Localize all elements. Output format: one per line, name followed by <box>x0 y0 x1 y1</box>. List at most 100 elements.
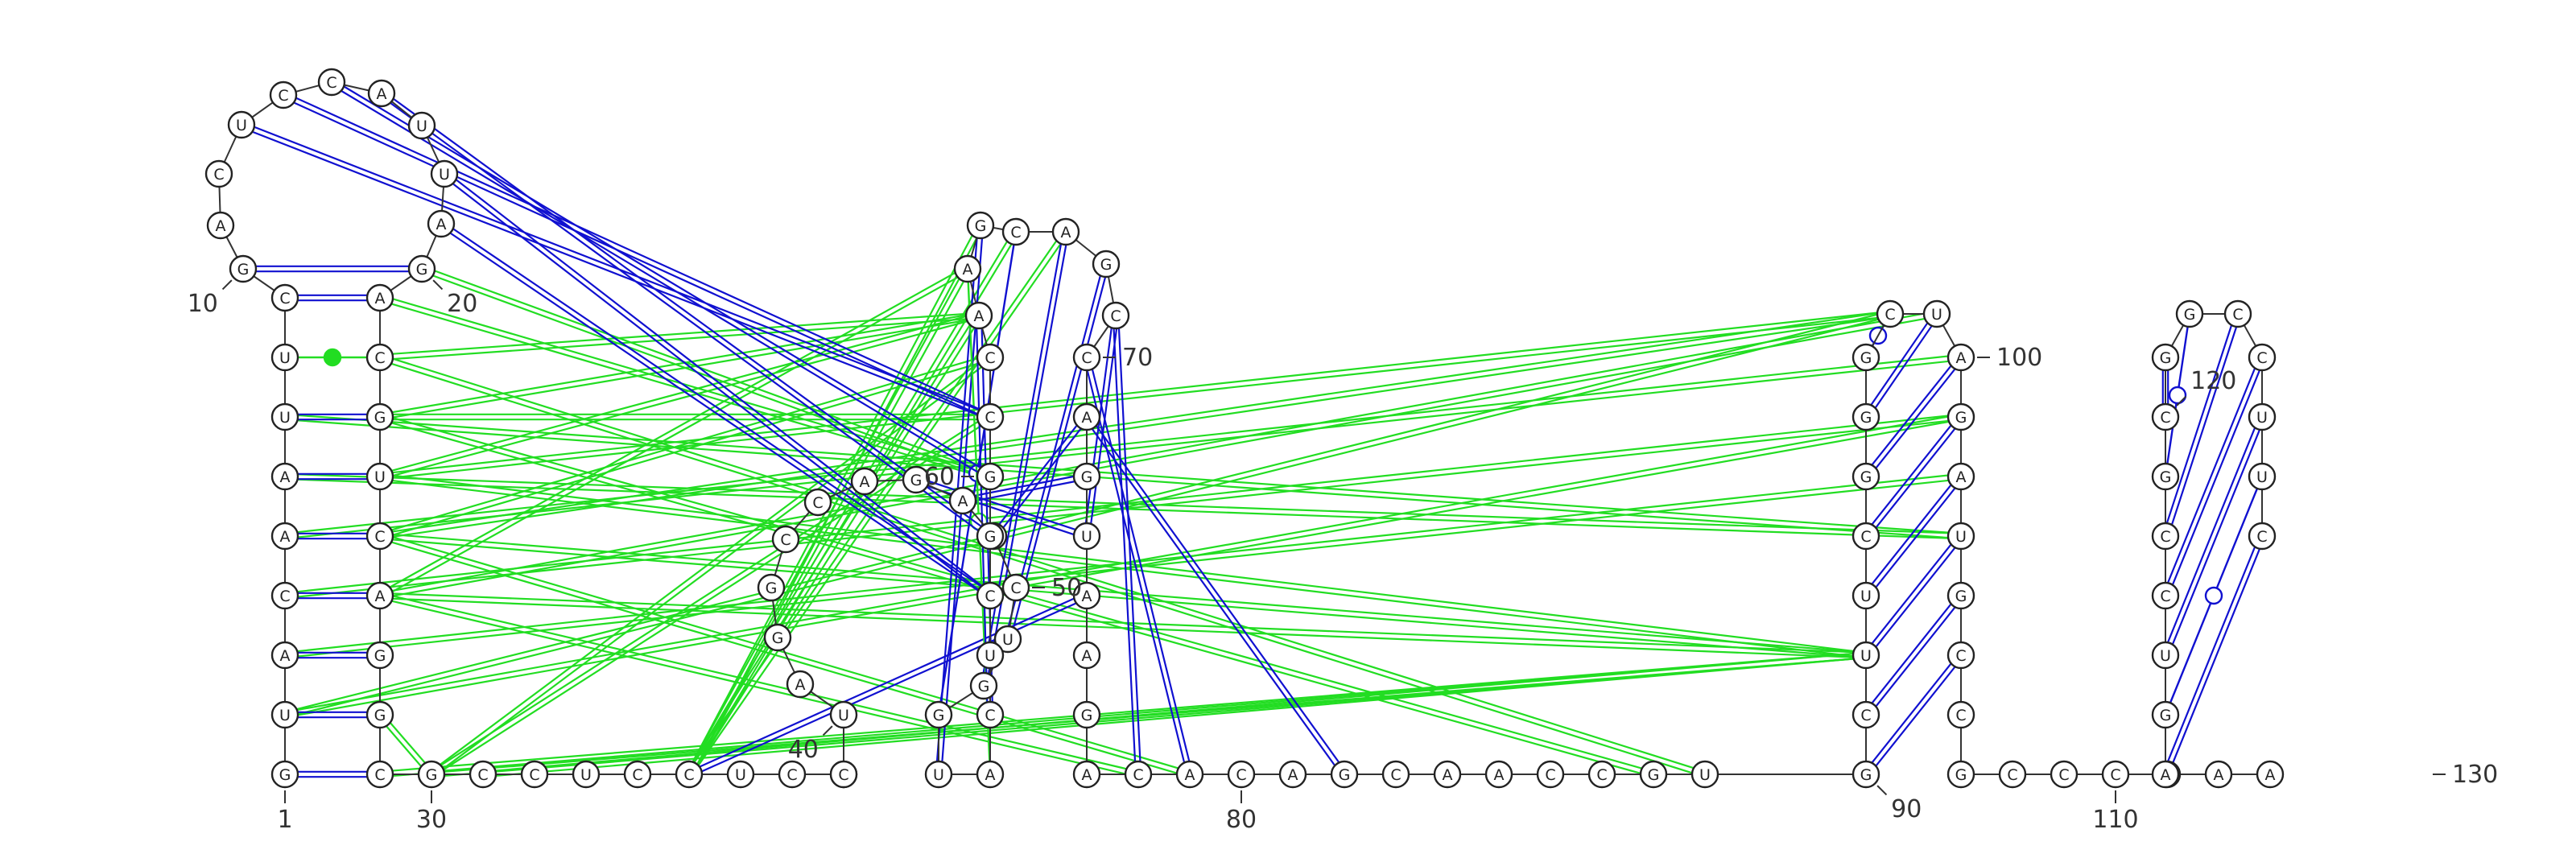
nucleotide-letter: A <box>375 290 386 307</box>
tertiary-interaction-green <box>378 266 967 595</box>
nucleotide-circle <box>572 760 601 789</box>
tertiary-interaction-blue <box>1112 316 1137 775</box>
tertiary-interaction-green <box>379 478 1866 659</box>
nucleotide-circle <box>206 211 235 240</box>
nucleotide-letter: U <box>985 647 996 665</box>
nucleotide-circle <box>2151 760 2180 789</box>
nucleotide-letter: G <box>975 217 987 235</box>
nucleotide-33: U <box>572 760 601 789</box>
nucleotide-letter: U <box>1081 528 1092 546</box>
nucleotide-circle <box>2248 343 2277 372</box>
tertiary-interaction-green <box>380 592 1139 773</box>
nucleotide-letter: C <box>1010 224 1021 241</box>
nucleotide-79: A <box>1175 760 1204 789</box>
nucleotide-circle <box>1587 760 1616 789</box>
nucleotide-circle <box>976 343 1005 372</box>
tertiary-interaction-green <box>379 597 1138 778</box>
number-tick <box>2176 395 2187 406</box>
nucleotide-letter: G <box>1860 349 1872 367</box>
nucleotide-122: G <box>2175 299 2204 328</box>
nucleotide-letter: C <box>2058 766 2069 784</box>
nucleotide-74: A <box>1072 581 1101 610</box>
nucleotide-letter: U <box>439 166 450 184</box>
nucleotide-97: G <box>1852 343 1880 372</box>
nucleotide-16: A <box>367 79 396 108</box>
nucleotide-letter: C <box>374 766 385 784</box>
nucleotide-letter: U <box>416 118 427 135</box>
nucleotide-circle <box>1072 522 1101 551</box>
nucleotide-126: U <box>2248 462 2277 491</box>
nucleotide-letter: G <box>772 629 784 647</box>
base-pair <box>2166 357 2265 597</box>
tertiary-interaction-green <box>284 419 1961 540</box>
nucleotide-letter: G <box>910 472 923 489</box>
nucleotide-circle <box>365 760 394 789</box>
nucleotide-circle <box>803 488 832 517</box>
nucleotide-103: U <box>1946 522 1975 551</box>
nucleotide-circle <box>2151 522 2180 551</box>
nucleotide-18: U <box>430 159 459 188</box>
nucleotide-circle <box>1946 581 1975 610</box>
nucleotide-circle <box>1852 581 1880 610</box>
nucleotide-42: G <box>763 623 792 652</box>
nucleotide-letter: G <box>426 766 438 784</box>
nucleotide-circle <box>270 641 299 670</box>
nucleotide-circle <box>924 700 953 729</box>
position-label: 20 <box>447 290 477 318</box>
tertiary-interaction-green <box>380 317 980 481</box>
nucleotide-circle <box>407 254 436 283</box>
nucleotide-letter: C <box>780 531 791 549</box>
base-pair <box>2166 536 2265 776</box>
nucleotide-51: U <box>993 625 1022 654</box>
nucleotide-circle <box>269 80 298 109</box>
tertiary-interaction-green <box>380 317 980 421</box>
nucleotide-circle <box>675 760 704 789</box>
nucleotide-57: U <box>976 641 1005 670</box>
tertiary-interaction-green <box>422 265 992 476</box>
nucleotide-circle <box>2151 462 2180 491</box>
nucleotide-letter: C <box>683 766 694 784</box>
nucleotide-letter: C <box>1133 766 1143 784</box>
nucleotide-letter: A <box>860 473 870 491</box>
nucleotide-letter: A <box>280 468 291 486</box>
tertiary-interaction-green <box>380 359 992 540</box>
nucleotide-circle <box>2101 760 2130 789</box>
nucleotide-40: U <box>829 700 858 729</box>
nucleotide-14: C <box>269 80 298 109</box>
nucleotide-12: C <box>204 159 233 188</box>
nucleotide-circle <box>976 462 1005 491</box>
nucleotide-55: A <box>976 760 1005 789</box>
nucleotide-circle <box>365 283 394 312</box>
nucleotide-62: C <box>976 343 1005 372</box>
nucleotide-58: C <box>976 581 1005 610</box>
nucleotide-letter: A <box>1956 468 1967 486</box>
nucleotide-letter: G <box>237 261 250 278</box>
nucleotide-circle <box>763 623 792 652</box>
tertiary-interaction-green <box>380 472 1867 654</box>
position-label: 80 <box>1226 806 1257 834</box>
nucleotide-circle <box>1852 522 1880 551</box>
nucleotide-96: G <box>1852 402 1880 431</box>
nucleotide-115: G <box>2151 700 2180 729</box>
nucleotide-50: C <box>1001 573 1030 602</box>
nucleotide-letter: G <box>985 468 997 486</box>
nucleotide-letter: C <box>1545 766 1555 784</box>
nucleotide-circle <box>1852 343 1880 372</box>
nucleotide-letter: C <box>1860 528 1871 546</box>
nucleotide-45: C <box>803 488 832 517</box>
nucleotide-circle <box>365 402 394 431</box>
nucleotide-letter: A <box>958 493 968 510</box>
tertiary-interaction-green <box>380 317 980 361</box>
nucleotide-43: G <box>757 573 786 602</box>
nucleotide-letter: U <box>838 707 849 724</box>
nucleotide-letter: G <box>1339 766 1351 784</box>
tertiary-interaction-blue <box>240 126 990 421</box>
nucleotide-82: G <box>1330 760 1359 789</box>
tertiary-interaction-green <box>379 311 979 356</box>
nucleotide-letter: C <box>326 74 336 92</box>
tertiary-interaction-green <box>381 270 970 599</box>
nucleotide-letter: A <box>963 261 973 278</box>
pair-symbol <box>2204 586 2223 605</box>
nucleotide-circle <box>365 343 394 372</box>
nucleotide-65: G <box>966 211 995 240</box>
